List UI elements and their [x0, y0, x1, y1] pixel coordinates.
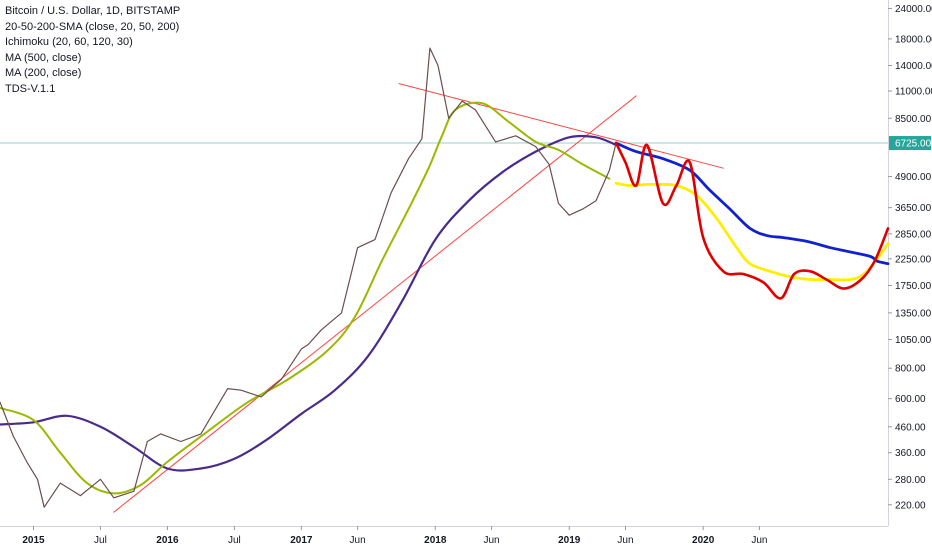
y-tick-label: 18000.00	[895, 34, 932, 45]
legend-indicator-ma200: MA (200, close)	[5, 67, 82, 79]
y-tick-label: 1050.00	[895, 335, 932, 346]
y-tick-label: 460.00	[895, 422, 926, 433]
series-projection-red	[614, 141, 890, 300]
legend-indicator-tds: TDS-V.1.1	[5, 82, 56, 95]
legend-title: Bitcoin / U.S. Dollar, 1D, BITSTAMP	[5, 5, 181, 17]
y-tick-label: 11000.00	[895, 86, 932, 97]
legend-indicator-sma: 20-50-200-SMA (close, 20, 50, 200)	[5, 20, 180, 33]
y-tick-label: 2250.00	[895, 254, 932, 265]
x-tick-label: 2015	[22, 535, 45, 546]
y-tick-label: 280.00	[895, 475, 926, 486]
y-tick-label: 3650.00	[895, 203, 932, 214]
series-projection-yellow	[614, 181, 890, 282]
x-tick-label: Jun	[350, 535, 366, 546]
y-tick-label: 24000.00	[895, 4, 932, 15]
legend-indicator-ma500: MA (500, close)	[5, 51, 82, 64]
x-tick-label: 2020	[692, 535, 715, 546]
legend: Bitcoin / U.S. Dollar, 1D, BITSTAMP 20-5…	[5, 4, 180, 97]
y-tick-label: 1750.00	[895, 281, 932, 292]
y-tick-label: 800.00	[895, 364, 926, 375]
x-tick-label: 2016	[156, 535, 179, 546]
y-tick-label: 600.00	[895, 394, 926, 405]
x-tick-label: 2018	[424, 535, 447, 546]
y-tick-label: 4900.00	[895, 172, 932, 183]
y-tick-label: 8500.00	[895, 114, 932, 125]
x-tick-label: 2017	[290, 535, 313, 546]
y-tick-label: 2850.00	[895, 229, 932, 240]
current-price-tag: 6725.00	[889, 136, 932, 151]
series-price	[0, 47, 617, 508]
y-tick-label: 220.00	[895, 500, 926, 511]
svg-text:6725.00: 6725.00	[895, 139, 932, 150]
y-tick-label: 360.00	[895, 448, 926, 459]
x-tick-label: Jun	[617, 535, 633, 546]
x-tick-label: Jun	[483, 535, 499, 546]
y-axis-area	[888, 0, 932, 550]
y-tick-label: 14000.00	[895, 61, 932, 72]
series-trendline	[113, 95, 637, 513]
x-tick-label: Jul	[94, 535, 107, 546]
series-ma200	[0, 101, 611, 495]
series-ma500	[0, 134, 618, 472]
x-tick-label: Jun	[751, 535, 767, 546]
legend-indicator-ichimoku: Ichimoku (20, 60, 120, 30)	[5, 36, 133, 48]
series-projection-blue	[614, 141, 890, 266]
series-trendline-1	[398, 83, 724, 169]
x-tick-label: 2019	[558, 535, 581, 546]
y-tick-label: 1350.00	[895, 308, 932, 319]
x-tick-label: Jul	[228, 535, 241, 546]
